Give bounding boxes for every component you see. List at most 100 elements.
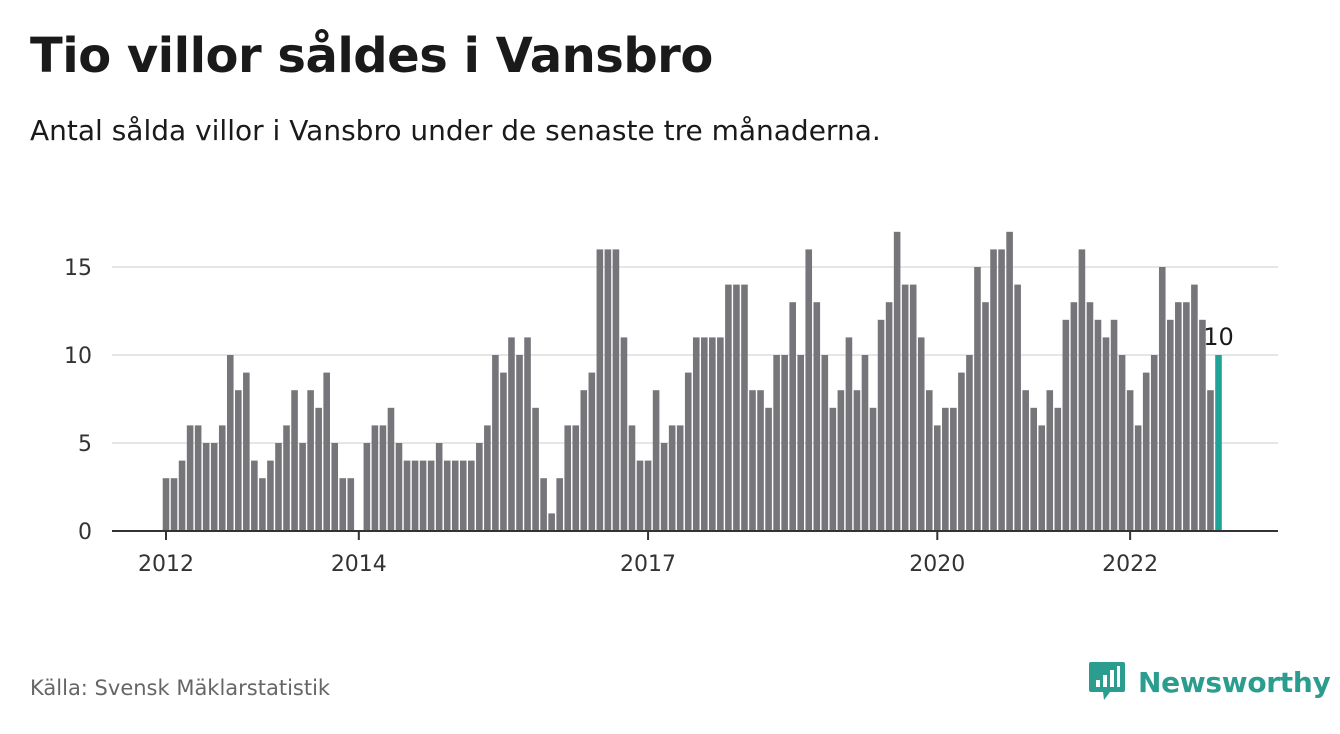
bar: [1134, 425, 1142, 531]
bar: [821, 355, 829, 531]
bar: [725, 284, 732, 531]
bar: [1046, 390, 1054, 531]
bar: [403, 460, 411, 531]
bar: [701, 337, 708, 531]
brand-name: Newsworthy: [1138, 665, 1331, 699]
bar: [990, 249, 997, 531]
bar: [1110, 319, 1118, 531]
bar: [532, 407, 539, 531]
bar: [564, 425, 572, 531]
bar: [660, 443, 668, 531]
bar: [395, 443, 403, 531]
bar: [934, 425, 941, 531]
bar: [861, 355, 869, 531]
bar: [628, 425, 636, 531]
bar: [958, 372, 965, 531]
bar: [1142, 372, 1150, 531]
bar: [1070, 302, 1078, 531]
bar: [1030, 407, 1038, 531]
bar: [1006, 231, 1013, 532]
bar: [1207, 390, 1214, 531]
y-tick-label: 5: [78, 432, 92, 457]
bar: [339, 478, 347, 531]
bar: [604, 249, 612, 531]
bar: [974, 267, 981, 531]
data-labels: 10: [1203, 323, 1234, 351]
bar: [235, 390, 242, 531]
bar: [243, 372, 250, 531]
bar: [508, 337, 515, 531]
bar: [218, 425, 226, 531]
bar: [315, 407, 322, 531]
bar: [909, 284, 917, 531]
bar: [813, 302, 821, 531]
bar: [1054, 407, 1062, 531]
bar: [901, 284, 909, 531]
bar: [194, 425, 202, 531]
bar: [917, 337, 925, 531]
bar: [283, 425, 290, 531]
bar: [363, 443, 371, 531]
bar: [1062, 319, 1070, 531]
y-tick-label: 15: [64, 256, 92, 281]
bar: [476, 443, 483, 531]
y-tick-label: 0: [78, 520, 92, 545]
bar: [749, 390, 756, 531]
x-tick-label: 2020: [909, 552, 965, 577]
bar: [885, 302, 893, 531]
bar: [1183, 302, 1190, 531]
bar: [1086, 302, 1094, 531]
bar: [950, 407, 957, 531]
bar: [765, 407, 772, 531]
bar: [451, 460, 459, 531]
bar: [1014, 284, 1021, 531]
bar: [1078, 249, 1086, 531]
bar: [781, 355, 788, 531]
bar: [1102, 337, 1110, 531]
x-tick-label: 2012: [138, 552, 194, 577]
bar: [741, 284, 748, 531]
bar: [588, 372, 596, 531]
bar: [516, 355, 523, 531]
bar: [299, 443, 306, 531]
brand-logo[interactable]: Newsworthy: [1088, 660, 1331, 704]
bar: [371, 425, 379, 531]
bar: [982, 302, 989, 531]
bar: [1094, 319, 1102, 531]
bar: [837, 390, 845, 531]
bar: [556, 478, 563, 531]
bar: [1199, 319, 1206, 531]
bar: [676, 425, 684, 531]
bar: [524, 337, 531, 531]
bar: [829, 407, 837, 531]
bar-chart: 0 5 10 15 2012 2014 2017 2020 2022 10: [64, 231, 1278, 577]
bar: [178, 460, 186, 531]
bar: [644, 460, 652, 531]
bar: [1175, 302, 1182, 531]
bar: [540, 478, 547, 531]
bar: [251, 460, 258, 531]
bar-highlight: [1215, 355, 1222, 531]
bar: [492, 355, 499, 531]
bar: [620, 337, 628, 531]
bar: [652, 390, 660, 531]
bar: [291, 390, 298, 531]
bar: [684, 372, 692, 531]
bar: [1126, 390, 1134, 531]
bar: [733, 284, 740, 531]
chart-subtitle: Antal sålda villor i Vansbro under de se…: [30, 114, 881, 147]
bar: [419, 460, 427, 531]
bar: [572, 425, 580, 531]
bar: [411, 460, 419, 531]
bar: [1038, 425, 1046, 531]
newsworthy-logo-icon: [1089, 662, 1125, 700]
bar: [1167, 319, 1174, 531]
bar: [636, 460, 644, 531]
data-label-latest: 10: [1203, 323, 1234, 351]
bar: [580, 390, 588, 531]
bar: [427, 460, 435, 531]
source-note: Källa: Svensk Mäklarstatistik: [30, 676, 331, 700]
bar: [468, 460, 475, 531]
bar: [596, 249, 604, 531]
bar: [162, 478, 170, 531]
